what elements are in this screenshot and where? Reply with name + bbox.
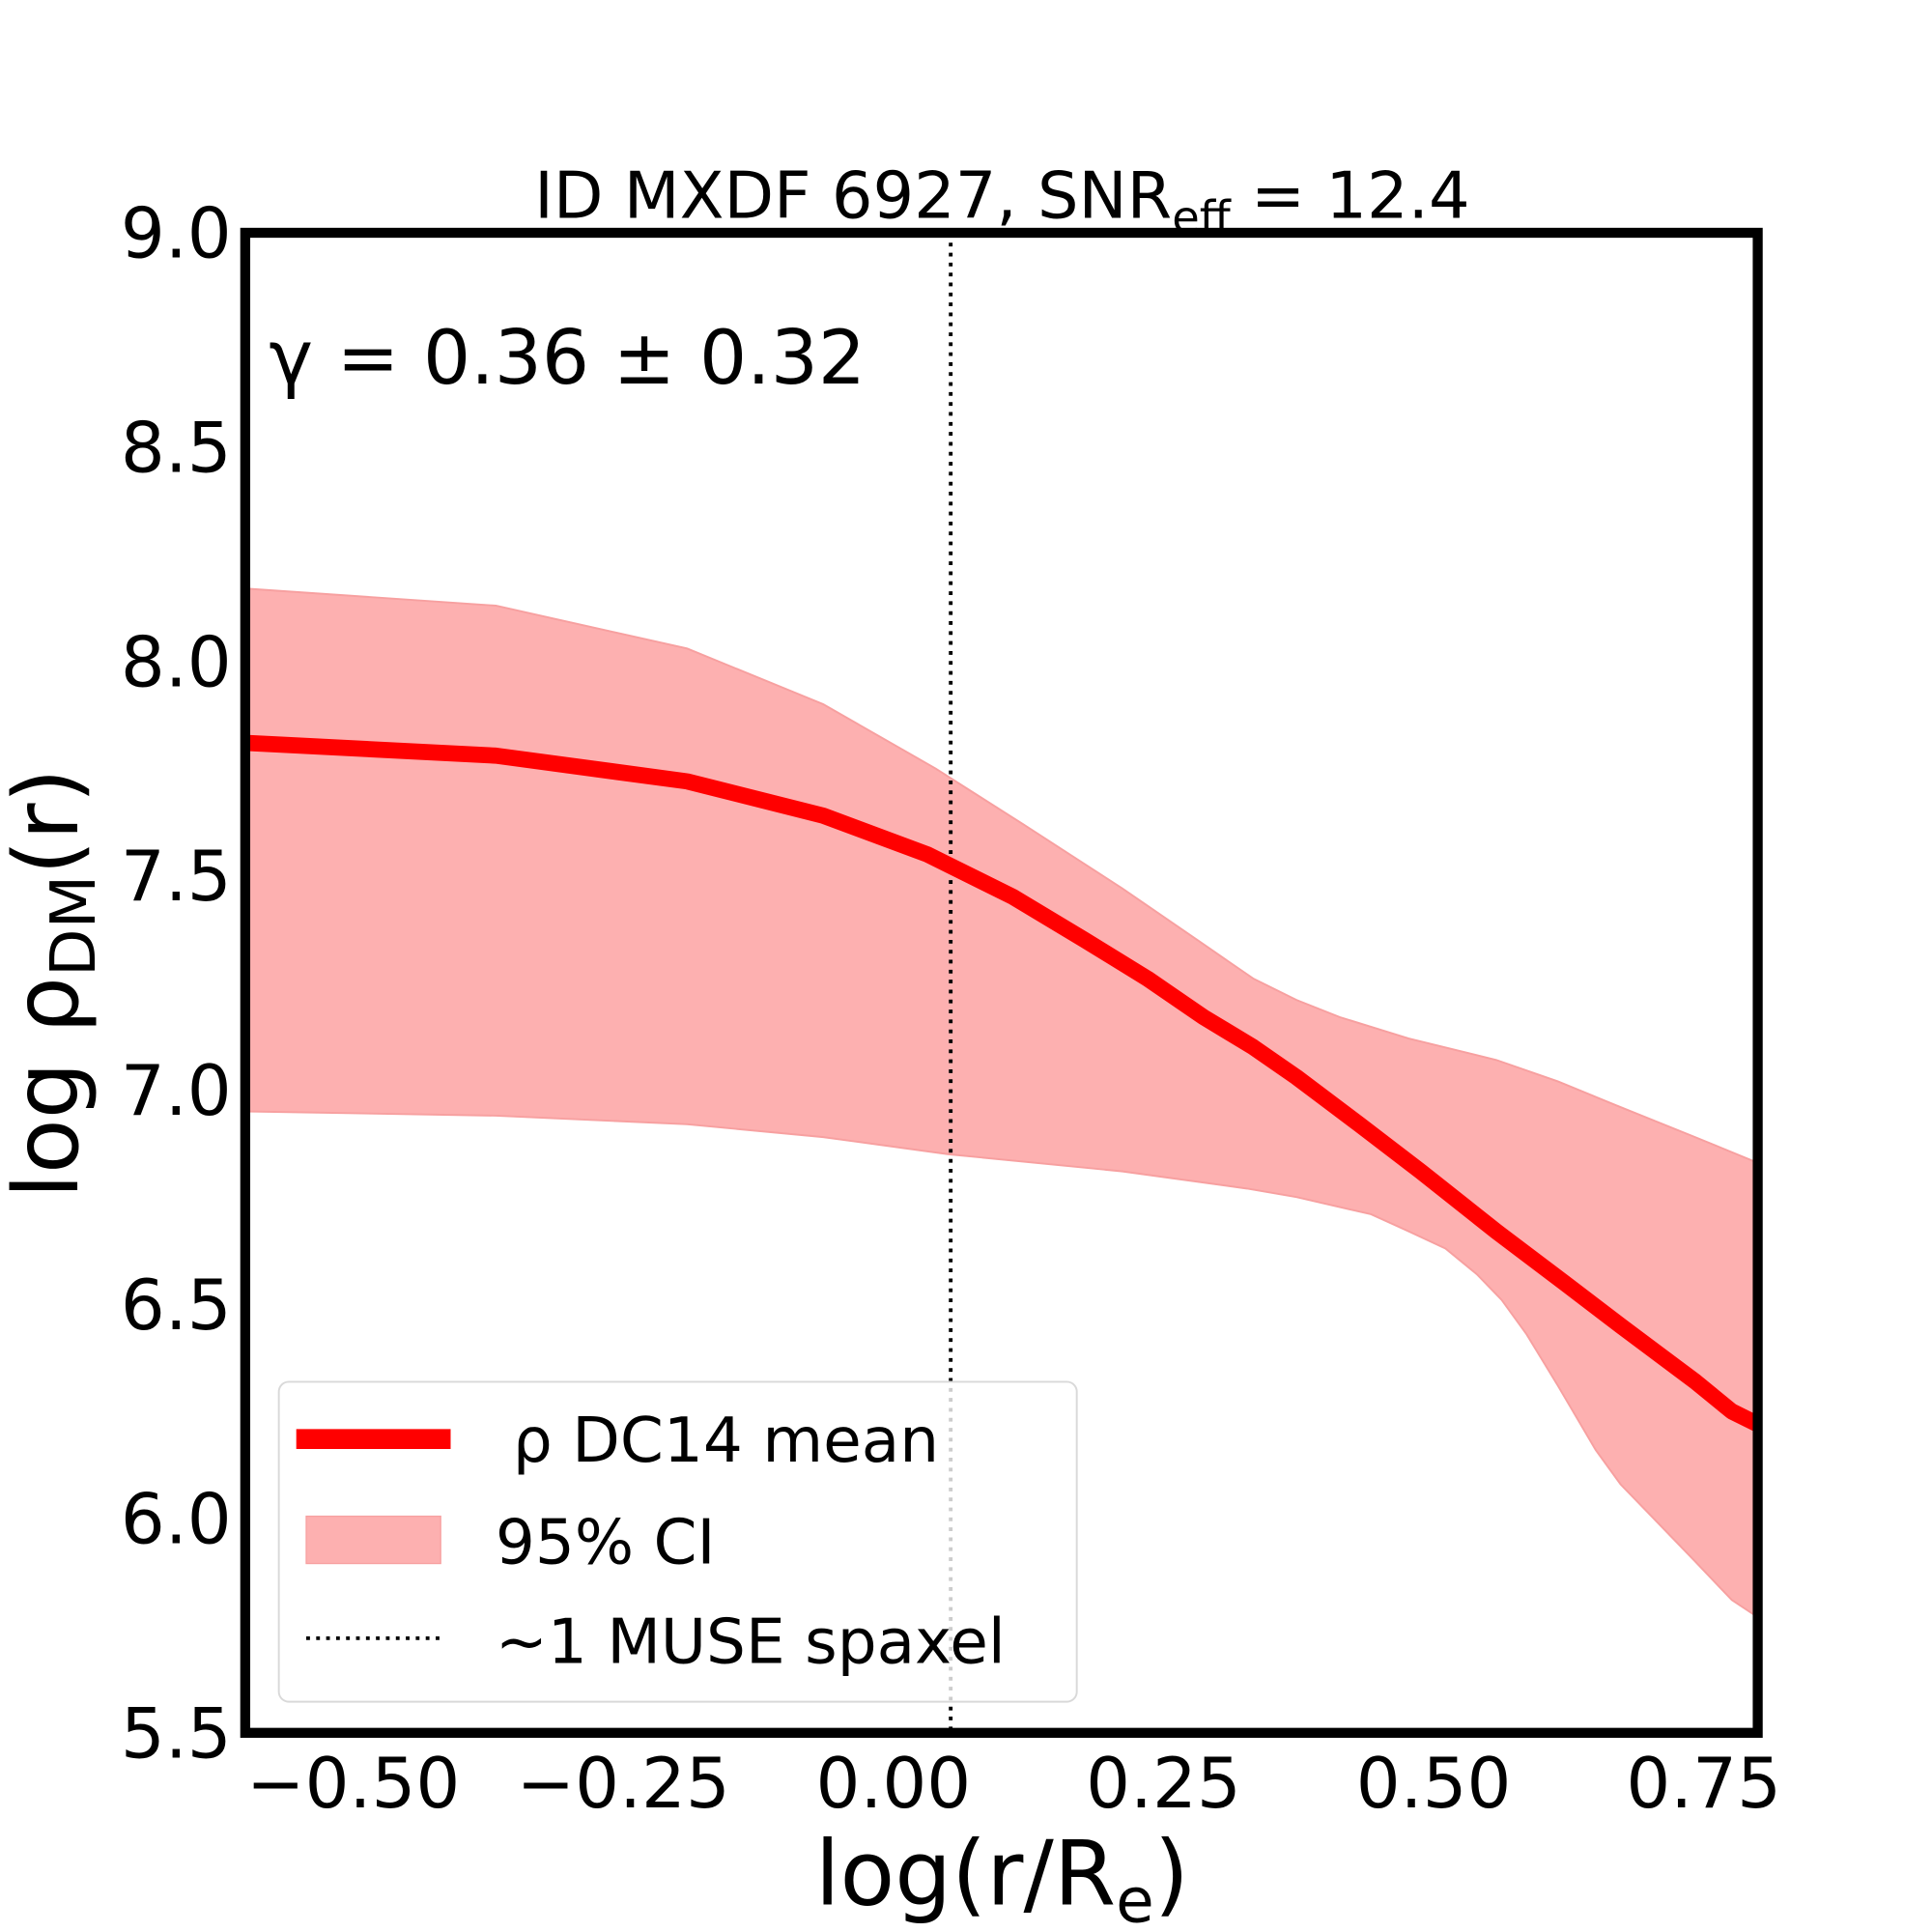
y-tick-label: 7.0 bbox=[121, 1051, 232, 1132]
x-tick-label: −0.50 bbox=[246, 1744, 460, 1825]
x-tick-label: −0.25 bbox=[517, 1744, 730, 1825]
legend-frame bbox=[277, 1380, 1078, 1703]
y-tick-label: 9.0 bbox=[121, 194, 232, 275]
y-tick-label: 8.0 bbox=[121, 622, 232, 703]
x-tick-label: 0.50 bbox=[1356, 1744, 1512, 1825]
legend: ρ DC14 mean 95% CI ~1 MUSE spaxel bbox=[277, 1380, 1078, 1703]
y-tick-label: 5.5 bbox=[121, 1694, 232, 1776]
legend-ci-swatch bbox=[305, 1515, 441, 1565]
y-axis-label: log ρDM(r) bbox=[0, 768, 110, 1199]
chart-title: ID MXDF 6927, SNReff = 12.4 bbox=[534, 158, 1470, 243]
ci-band bbox=[243, 587, 1759, 1619]
x-tick-label: 0.25 bbox=[1086, 1744, 1241, 1825]
y-tick-label: 6.0 bbox=[121, 1480, 232, 1561]
plot-frame bbox=[240, 227, 1763, 1738]
x-axis-label: log(r/Re) bbox=[815, 1822, 1189, 1932]
legend-ci-label: 95% CI bbox=[496, 1507, 716, 1579]
x-tick-label: 0.75 bbox=[1626, 1744, 1781, 1825]
legend-spaxel-label: ~1 MUSE spaxel bbox=[496, 1606, 1006, 1679]
x-tick-label: 0.00 bbox=[816, 1744, 972, 1825]
mean-line bbox=[244, 734, 1762, 1432]
legend-mean-label: ρ DC14 mean bbox=[513, 1405, 939, 1477]
gamma-annotation: γ = 0.36 ± 0.32 bbox=[269, 315, 866, 402]
y-tick-label: 6.5 bbox=[121, 1265, 232, 1347]
y-tick-label: 8.5 bbox=[121, 409, 232, 490]
y-tick-label: 7.5 bbox=[121, 837, 232, 918]
